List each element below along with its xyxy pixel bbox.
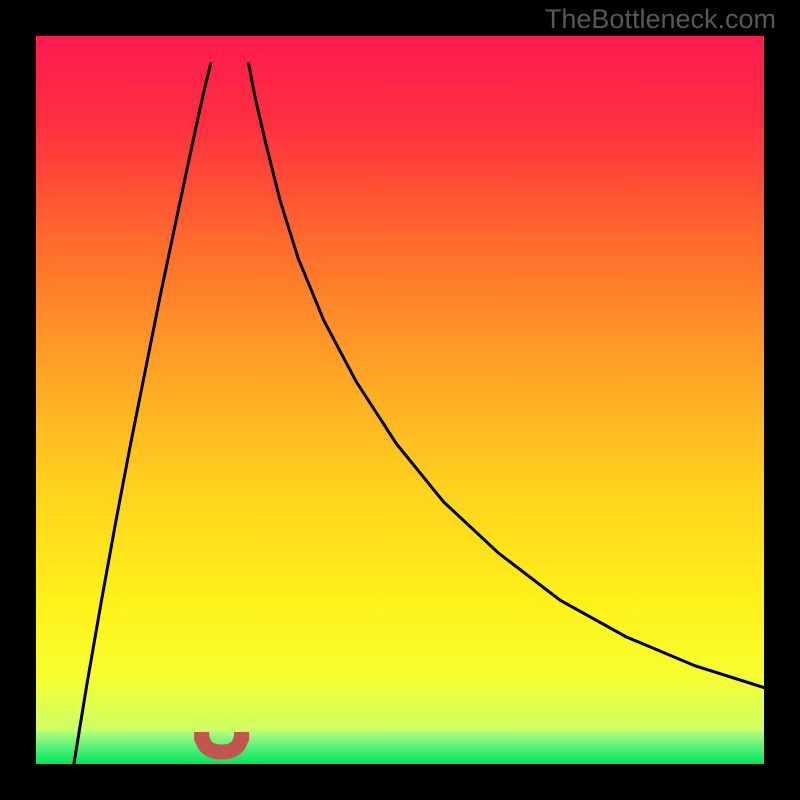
plot-area	[36, 36, 764, 764]
watermark-text: TheBottleneck.com	[545, 4, 776, 35]
bottleneck-notch	[202, 732, 242, 752]
chart-root: TheBottleneck.com	[0, 0, 800, 800]
curve-left	[74, 64, 211, 764]
curve-right	[249, 64, 764, 688]
curves-layer	[36, 36, 764, 764]
